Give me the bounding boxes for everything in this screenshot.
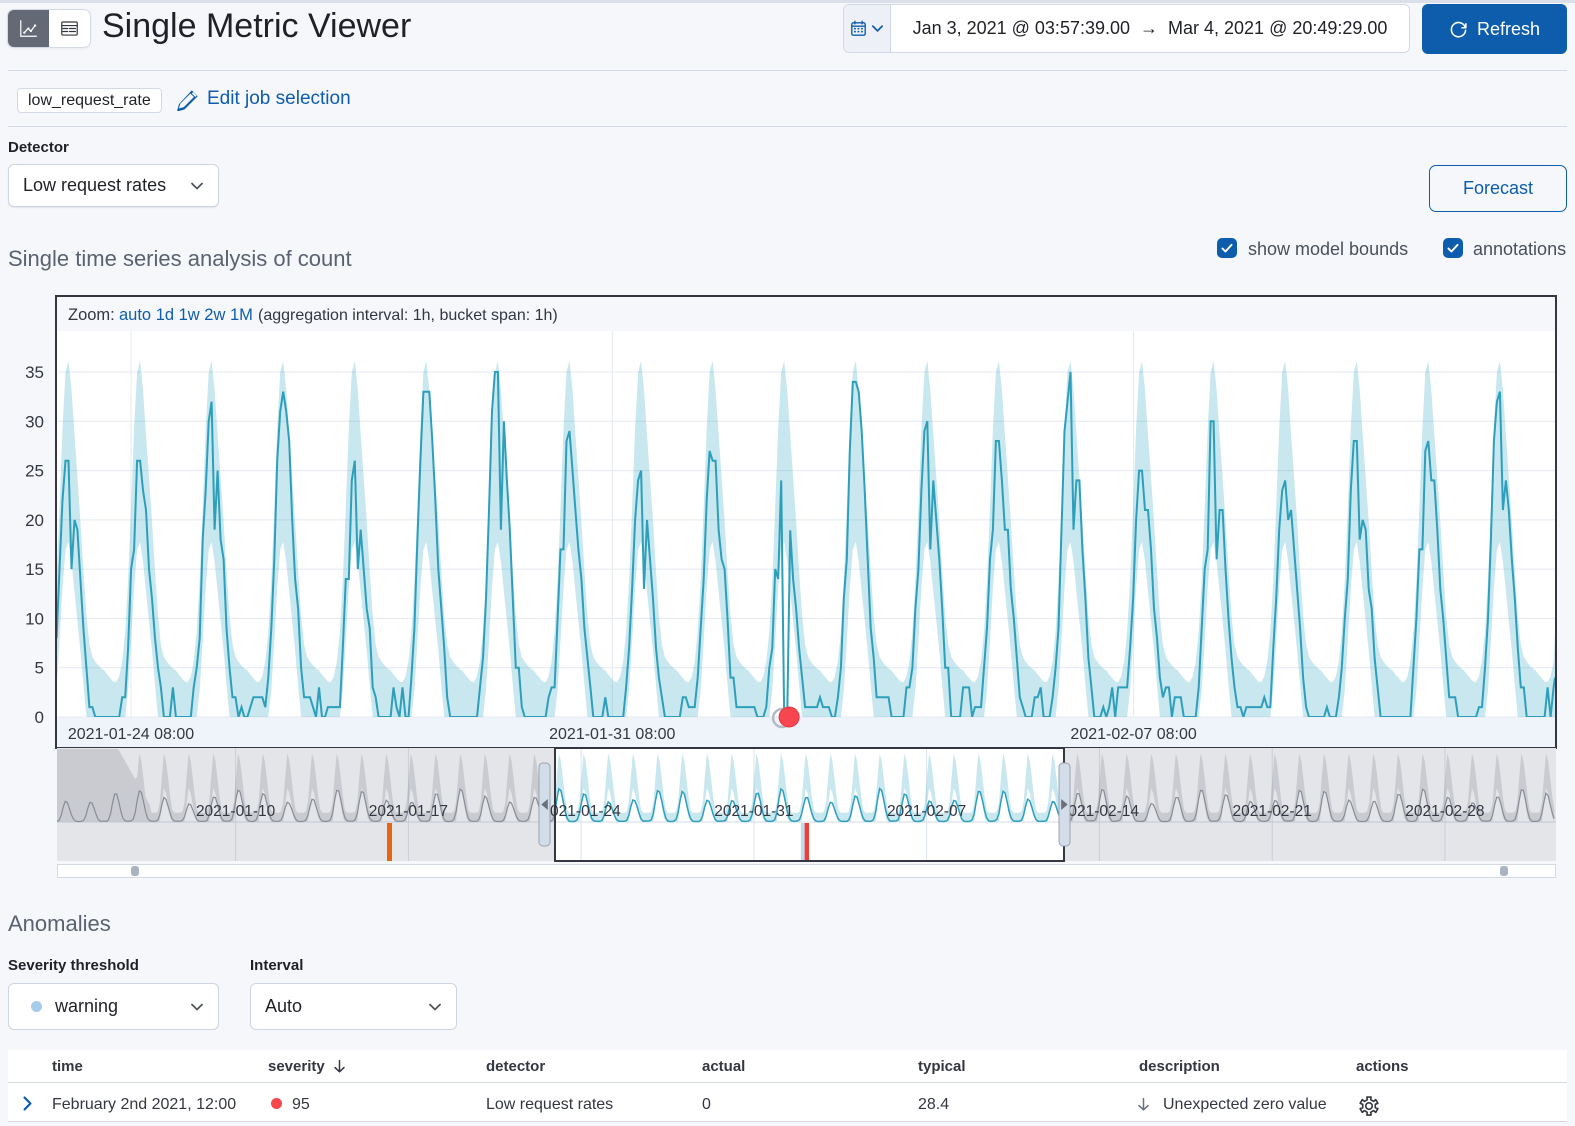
svg-text:2021-02-21: 2021-02-21 xyxy=(1233,803,1312,820)
svg-text:25: 25 xyxy=(25,462,44,481)
svg-text:0: 0 xyxy=(35,708,44,727)
svg-text:(aggregation interval: 1h, buc: (aggregation interval: 1h, bucket span: … xyxy=(258,307,558,324)
svg-text:auto 1d 1w 2w 1M: auto 1d 1w 2w 1M xyxy=(119,306,253,324)
svg-text:2021-02-07 08:00: 2021-02-07 08:00 xyxy=(1070,726,1196,743)
svg-text:10: 10 xyxy=(25,609,44,628)
svg-text:15: 15 xyxy=(25,560,44,579)
svg-text:2021-02-14: 2021-02-14 xyxy=(1060,803,1140,820)
svg-text:2021-01-24 08:00: 2021-01-24 08:00 xyxy=(68,726,194,743)
svg-text:2021-01-17: 2021-01-17 xyxy=(369,803,448,820)
svg-text:20: 20 xyxy=(25,511,44,530)
svg-text:2021-01-10: 2021-01-10 xyxy=(196,803,276,820)
svg-text:2021-02-07: 2021-02-07 xyxy=(887,803,966,820)
svg-text:2021-01-31: 2021-01-31 xyxy=(714,803,793,820)
svg-text:5: 5 xyxy=(35,659,44,678)
svg-text:2021-02-28: 2021-02-28 xyxy=(1405,803,1484,820)
svg-text:35: 35 xyxy=(25,363,44,382)
svg-text:30: 30 xyxy=(25,412,44,431)
svg-text:Zoom:: Zoom: xyxy=(68,306,115,324)
svg-text:2021-01-24: 2021-01-24 xyxy=(541,803,621,820)
svg-text:2021-01-31 08:00: 2021-01-31 08:00 xyxy=(549,726,675,743)
